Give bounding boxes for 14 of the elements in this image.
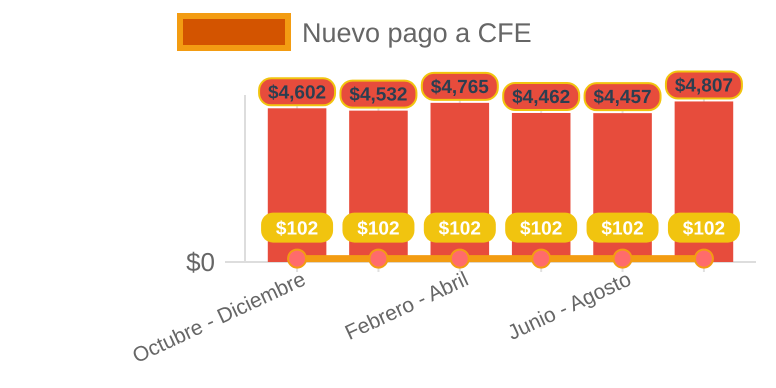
- data-label: $102: [438, 218, 481, 240]
- data-label: $102: [276, 218, 318, 240]
- data-label: $4,462: [512, 86, 570, 108]
- data-label: $4,532: [349, 84, 408, 106]
- legend-label: Nuevo pago a CFE: [302, 18, 532, 48]
- data-label: $4,457: [593, 87, 652, 108]
- data-label: $4,765: [430, 76, 490, 98]
- data-label: $102: [357, 218, 400, 240]
- text: $0: [186, 247, 215, 277]
- data-label: $4,602: [268, 82, 326, 104]
- data-label: $102: [520, 218, 562, 240]
- data-label: $102: [682, 218, 726, 240]
- data-label: $4,807: [674, 75, 733, 96]
- data-label: $102: [601, 218, 644, 240]
